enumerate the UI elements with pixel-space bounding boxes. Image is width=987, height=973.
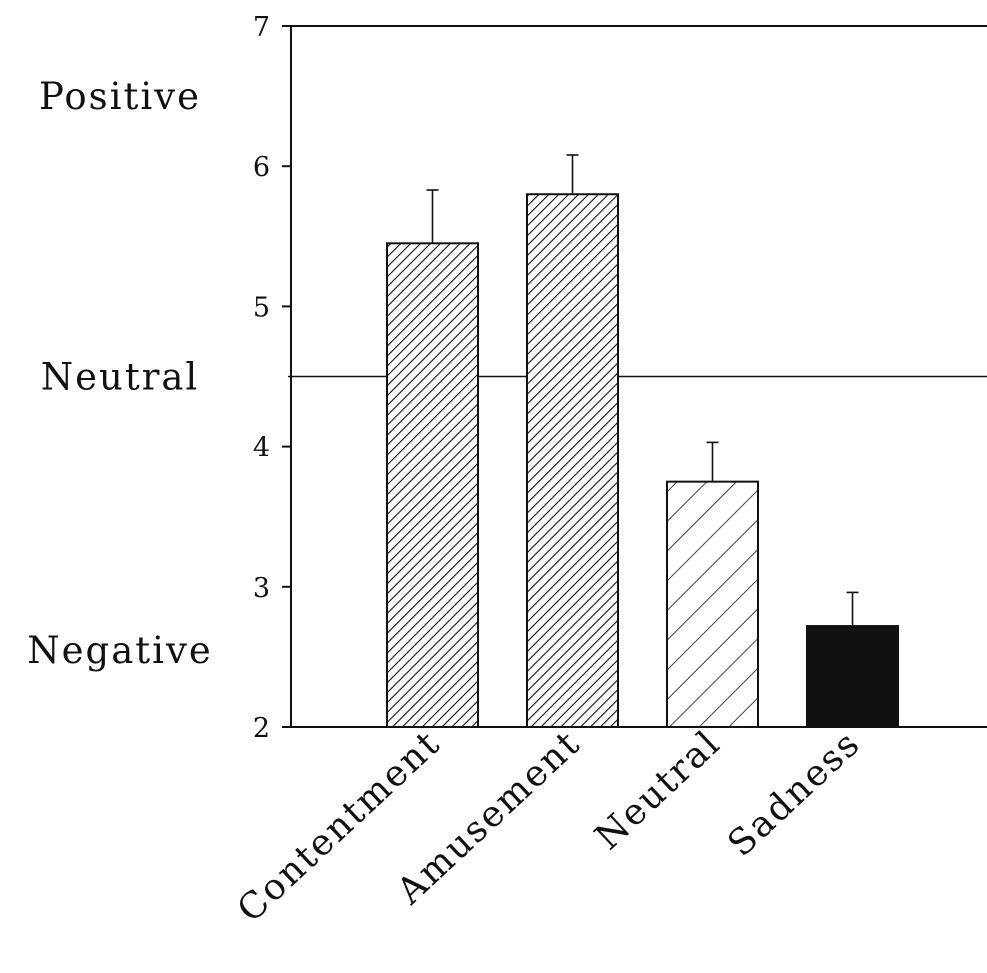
y-tick-label-5: 7 bbox=[253, 12, 270, 43]
y-tick-label-4: 6 bbox=[253, 152, 270, 183]
y-tick-label-0: 2 bbox=[253, 713, 270, 744]
bar-neutral bbox=[666, 480, 759, 728]
y-tick-label-3: 5 bbox=[253, 292, 270, 323]
category-label-sadness: Sadness bbox=[720, 723, 868, 865]
category-label-neutral: Neutral bbox=[588, 723, 729, 858]
bars bbox=[386, 154, 899, 729]
bar-contentment bbox=[386, 242, 479, 728]
side-label-neutral: Neutral bbox=[41, 356, 200, 399]
side-label-positive: Positive bbox=[39, 75, 201, 118]
y-ticks: 2 3 4 5 6 7 bbox=[253, 12, 291, 744]
bar-sadness bbox=[806, 625, 899, 729]
y-tick-label-1: 3 bbox=[253, 573, 270, 604]
side-label-negative: Negative bbox=[27, 629, 213, 672]
side-labels: Positive Neutral Negative bbox=[27, 75, 213, 672]
bar-amusement bbox=[526, 193, 619, 729]
y-tick-label-2: 4 bbox=[253, 433, 270, 464]
